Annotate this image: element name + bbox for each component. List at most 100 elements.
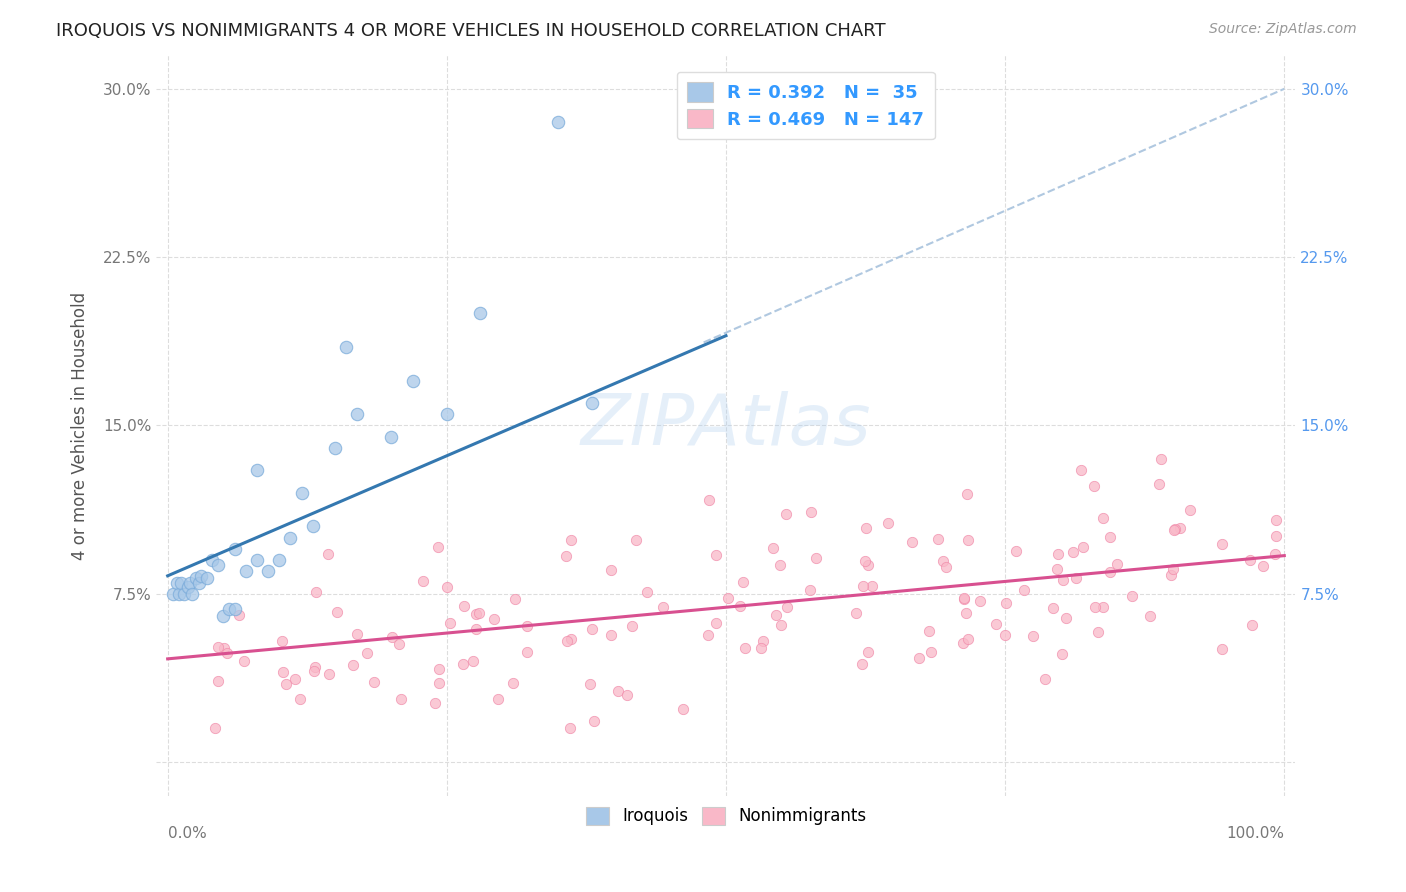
- Point: [304, 660, 326, 674]
- Point: [620, 619, 643, 633]
- Point: [762, 541, 785, 555]
- Point: [170, 575, 193, 590]
- Point: [579, 677, 602, 691]
- Point: [1033, 672, 1056, 686]
- Point: [932, 554, 955, 568]
- Point: [1087, 624, 1109, 639]
- Point: [1092, 511, 1115, 525]
- Point: [346, 627, 368, 641]
- Point: [436, 407, 458, 421]
- Point: [436, 580, 458, 594]
- Point: [1105, 557, 1128, 571]
- Point: [516, 619, 538, 633]
- Point: [1211, 537, 1233, 551]
- Point: [557, 633, 579, 648]
- Point: [600, 563, 623, 577]
- Point: [1071, 540, 1094, 554]
- Point: [439, 615, 461, 630]
- Point: [734, 640, 756, 655]
- Point: [1149, 477, 1171, 491]
- Point: [516, 645, 538, 659]
- Point: [749, 640, 772, 655]
- Point: [291, 485, 314, 500]
- Point: [1098, 530, 1121, 544]
- Point: [853, 554, 876, 568]
- Point: [1022, 629, 1045, 643]
- Point: [800, 505, 823, 519]
- Point: [1211, 641, 1233, 656]
- Point: [1012, 583, 1035, 598]
- Point: [1042, 601, 1064, 615]
- Point: [956, 533, 979, 548]
- Point: [969, 594, 991, 608]
- Point: [274, 677, 297, 691]
- Point: [955, 607, 977, 621]
- Point: [184, 571, 207, 585]
- Point: [560, 632, 582, 647]
- Point: [908, 650, 931, 665]
- Point: [1046, 562, 1069, 576]
- Text: ZIPAtlas: ZIPAtlas: [581, 391, 872, 460]
- Point: [335, 340, 357, 354]
- Point: [636, 585, 658, 599]
- Point: [232, 654, 254, 668]
- Point: [560, 533, 582, 548]
- Point: [389, 692, 412, 706]
- Point: [1161, 562, 1184, 576]
- Point: [463, 654, 485, 668]
- Point: [342, 658, 364, 673]
- Point: [547, 115, 569, 129]
- Point: [502, 676, 524, 690]
- Point: [651, 599, 673, 614]
- Point: [1180, 503, 1202, 517]
- Point: [1070, 463, 1092, 477]
- Point: [956, 487, 979, 501]
- Point: [356, 646, 378, 660]
- Point: [177, 580, 200, 594]
- Point: [470, 306, 492, 320]
- Point: [271, 634, 294, 648]
- Point: [856, 645, 879, 659]
- Y-axis label: 4 or more Vehicles in Household: 4 or more Vehicles in Household: [72, 292, 89, 559]
- Point: [162, 587, 184, 601]
- Point: [697, 628, 720, 642]
- Point: [1251, 559, 1274, 574]
- Point: [271, 665, 294, 680]
- Point: [1052, 573, 1074, 587]
- Point: [179, 575, 201, 590]
- Point: [305, 585, 328, 599]
- Point: [269, 553, 291, 567]
- Point: [235, 565, 257, 579]
- Point: [901, 534, 924, 549]
- Point: [246, 553, 269, 567]
- Point: [927, 532, 949, 546]
- Point: [704, 548, 727, 562]
- Point: [1062, 544, 1084, 558]
- Point: [616, 688, 638, 702]
- Point: [290, 692, 312, 706]
- Text: 0.0%: 0.0%: [167, 826, 207, 841]
- Point: [994, 596, 1017, 610]
- Point: [484, 612, 506, 626]
- Point: [599, 628, 621, 642]
- Point: [770, 618, 793, 632]
- Point: [167, 587, 190, 601]
- Point: [768, 558, 790, 573]
- Point: [554, 549, 576, 563]
- Point: [181, 587, 204, 601]
- Point: [212, 609, 235, 624]
- Point: [1046, 548, 1069, 562]
- Point: [465, 622, 488, 636]
- Point: [212, 640, 235, 655]
- Point: [381, 631, 404, 645]
- Point: [1163, 523, 1185, 537]
- Point: [1004, 543, 1026, 558]
- Point: [1168, 521, 1191, 535]
- Point: [207, 673, 229, 688]
- Point: [166, 575, 188, 590]
- Point: [228, 608, 250, 623]
- Point: [218, 602, 240, 616]
- Point: [856, 558, 879, 573]
- Point: [488, 692, 510, 706]
- Point: [173, 587, 195, 601]
